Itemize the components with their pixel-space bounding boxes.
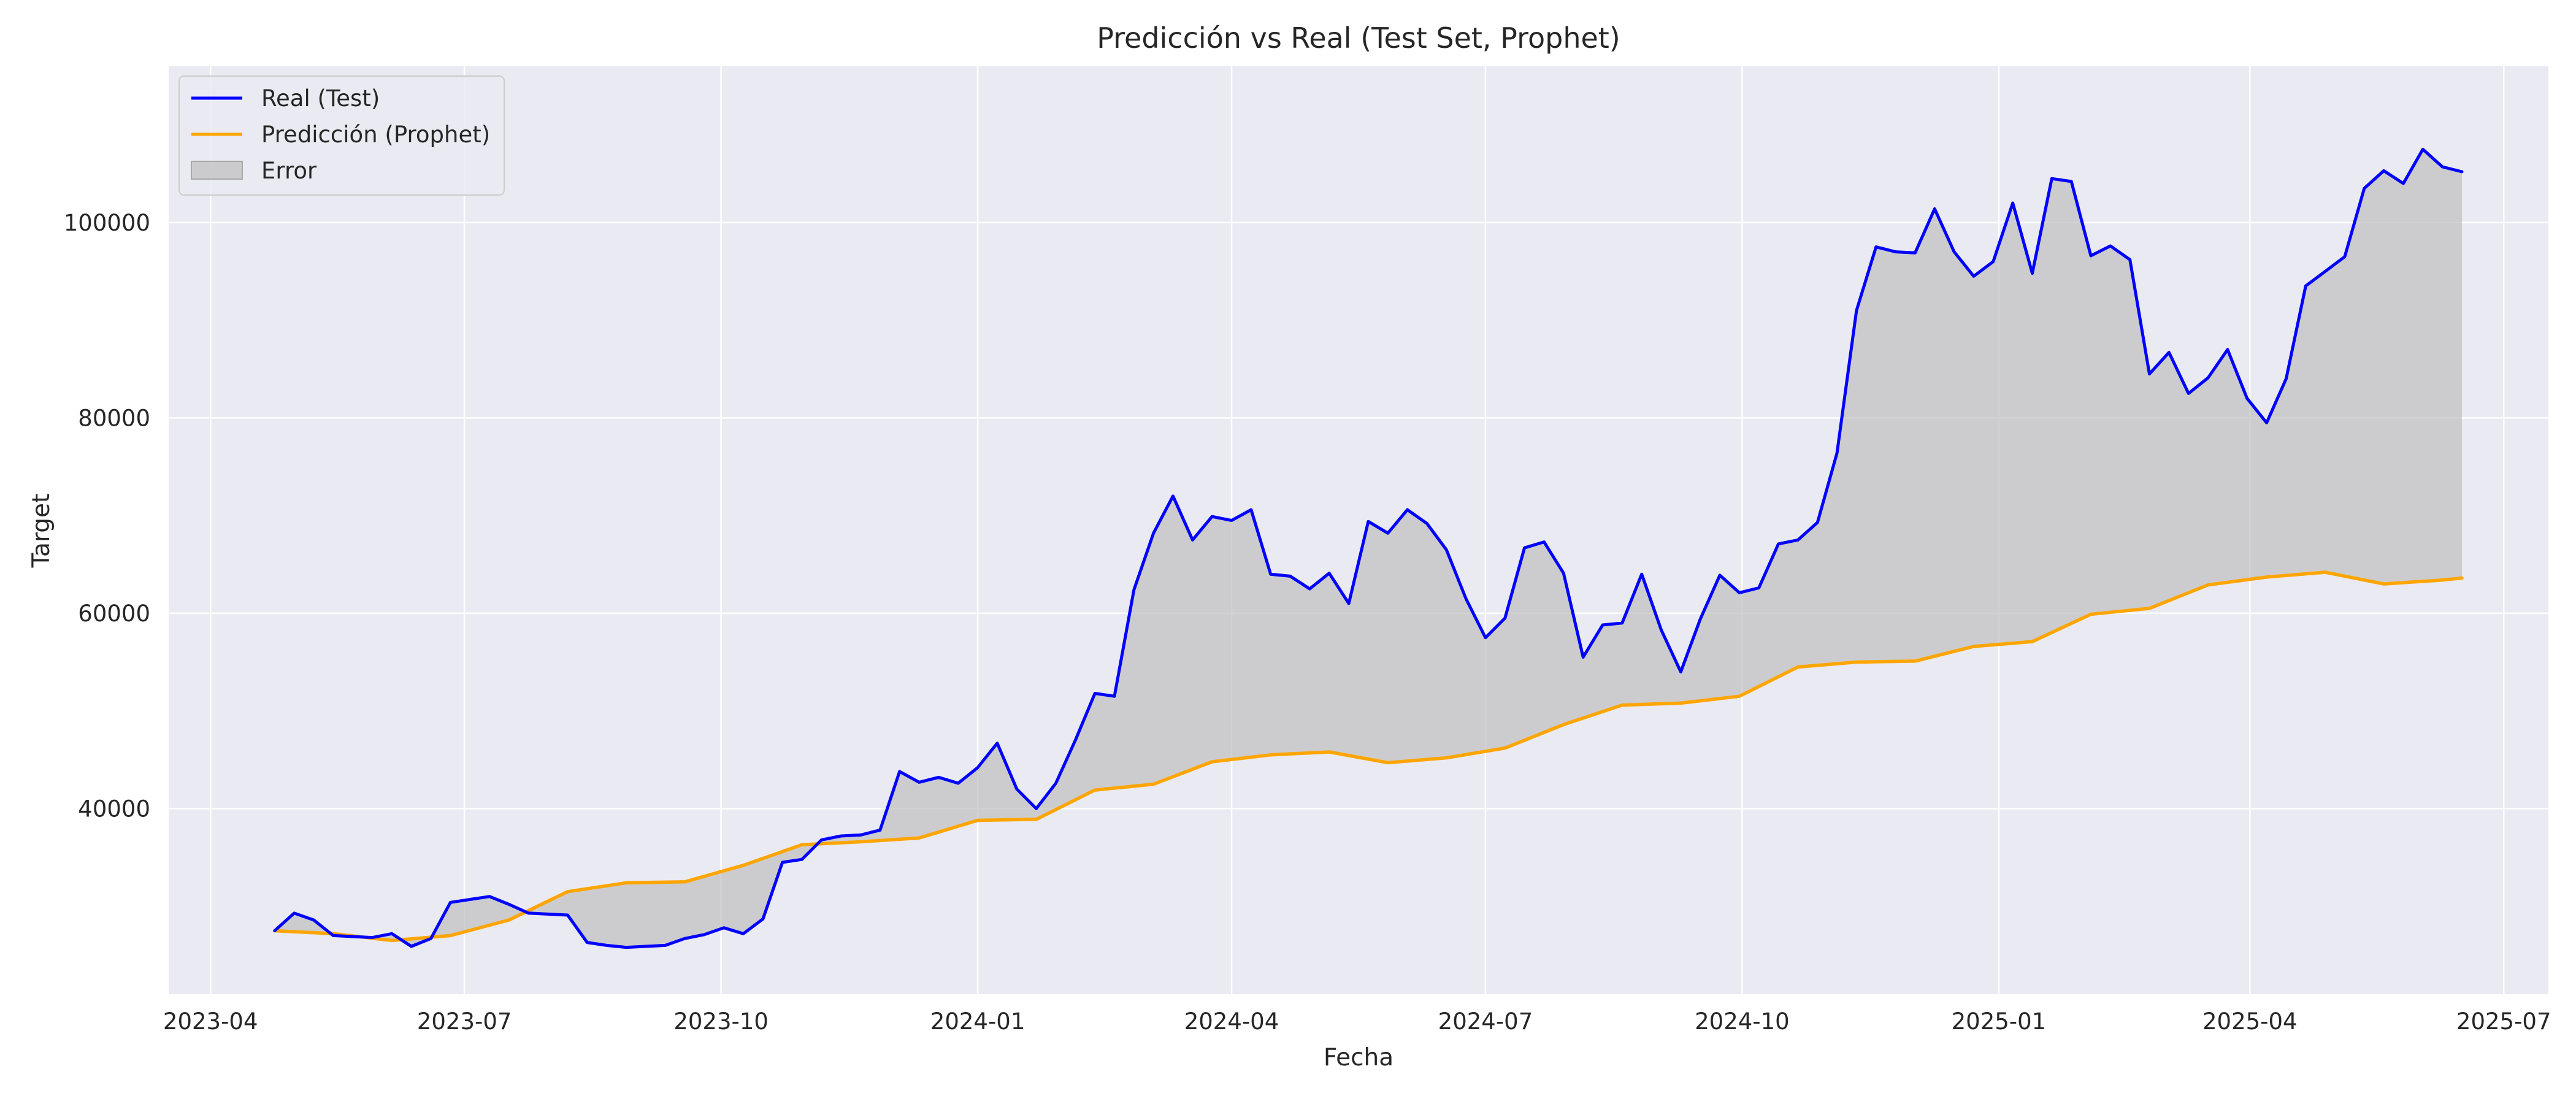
error-fill-area	[274, 149, 2462, 948]
error-fill-layer	[274, 149, 2462, 948]
x-tick-label: 2024-10	[1695, 1008, 1790, 1035]
real-series-line	[273, 147, 2464, 949]
x-tick-label: 2024-01	[930, 1008, 1025, 1035]
y-tick-label: 40000	[78, 795, 150, 822]
x-tick-label: 2024-07	[1438, 1008, 1533, 1035]
x-tick-label: 2025-07	[2456, 1008, 2551, 1035]
y-tick-label: 100000	[64, 210, 150, 236]
prediccion-series-line	[273, 570, 2464, 943]
x-tick-label: 2023-07	[417, 1008, 512, 1035]
y-tick-label: 80000	[78, 405, 150, 431]
series-layer	[273, 147, 2464, 949]
x-axis-label: Fecha	[1324, 1044, 1393, 1071]
x-tick-label: 2023-04	[163, 1008, 258, 1035]
tick-labels: 40000 60000 80000 100000 2023-04 2023-07 2023-…	[64, 210, 2551, 1035]
y-axis-label: Target	[28, 494, 55, 569]
legend-box	[178, 75, 505, 196]
y-tick-label: 60000	[78, 600, 150, 627]
chart-title: Predicción vs Real (Test Set, Prophet)	[1097, 21, 1620, 55]
legend-real-label: Real (Test)	[261, 85, 380, 112]
legend-prediccion-label: Predicción (Prophet)	[261, 121, 490, 148]
legend-error-label: Error	[261, 158, 317, 184]
x-tick-label: 2024-04	[1184, 1008, 1279, 1035]
legend: Real (Test) Predicción (Prophet) Error	[178, 75, 505, 196]
legend-error-swatch	[191, 161, 243, 180]
x-tick-label: 2025-04	[2202, 1008, 2298, 1035]
x-tick-label: 2025-01	[1952, 1008, 2047, 1035]
x-tick-label: 2023-10	[673, 1008, 769, 1035]
